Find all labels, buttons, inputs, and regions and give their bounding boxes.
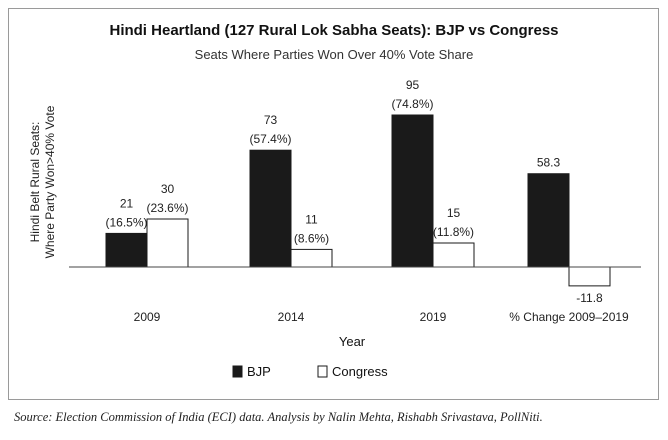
bjp-bar-2 bbox=[391, 114, 434, 268]
congress-legend-swatch bbox=[317, 365, 328, 378]
congress-value-label-0-0: 30 bbox=[161, 182, 175, 196]
x-tick-labels-group: 2009 2014 2019 % Change 2009–2019 bbox=[134, 310, 629, 324]
congress-bar-0 bbox=[146, 218, 189, 268]
bjp-value-label-2-0: 95 bbox=[406, 78, 420, 92]
bjp-value-label-1-0: 73 bbox=[264, 113, 278, 127]
x-tick-label-2: 2019 bbox=[420, 310, 447, 324]
bar-chart: Hindi Heartland (127 Rural Lok Sabha Sea… bbox=[28, 22, 641, 379]
x-tick-label-1: 2014 bbox=[278, 310, 305, 324]
bjp-bar-3 bbox=[527, 173, 570, 268]
congress-bar-2 bbox=[432, 242, 475, 268]
source-note: Source: Election Commission of India (EC… bbox=[14, 410, 543, 424]
congress-bar-3 bbox=[568, 266, 611, 287]
congress-value-label-1-1: (8.6%) bbox=[294, 231, 329, 245]
congress-bar-1 bbox=[290, 248, 333, 268]
x-tick-label-3: % Change 2009–2019 bbox=[509, 310, 629, 324]
chart-frame: Hindi Heartland (127 Rural Lok Sabha Sea… bbox=[8, 8, 659, 400]
bjp-legend-swatch bbox=[232, 365, 243, 378]
bjp-bar-1 bbox=[249, 149, 292, 268]
bjp-value-label-0-1: (16.5%) bbox=[105, 215, 147, 229]
bjp-value-label-1-1: (57.4%) bbox=[249, 132, 291, 146]
chart-title: Hindi Heartland (127 Rural Lok Sabha Sea… bbox=[109, 22, 558, 39]
congress-legend-label: Congress bbox=[332, 364, 388, 379]
x-tick-label-0: 2009 bbox=[134, 310, 161, 324]
chart-subtitle: Seats Where Parties Won Over 40% Vote Sh… bbox=[195, 47, 474, 62]
congress-value-label-1-0: 11 bbox=[305, 212, 318, 226]
value-labels-group: (16.5%) 21 (23.6%) 30 (57.4%) 73 (8.6%) 11 (74.8… bbox=[105, 78, 603, 305]
legend: BJP Congress bbox=[232, 364, 388, 379]
bjp-value-label-3-0: 58.3 bbox=[537, 156, 561, 170]
congress-value-label-2-1: (11.8%) bbox=[433, 225, 474, 239]
bjp-bar-0 bbox=[105, 232, 148, 268]
y-axis-label-line-1: Hindi Belt Rural Seats: bbox=[28, 122, 42, 243]
bjp-legend-label: BJP bbox=[247, 364, 271, 379]
bars-group bbox=[105, 114, 611, 287]
congress-value-label-0-1: (23.6%) bbox=[146, 201, 188, 215]
bjp-value-label-2-1: (74.8%) bbox=[391, 97, 433, 111]
congress-value-label-2-0: 15 bbox=[447, 206, 461, 220]
bjp-value-label-0-0: 21 bbox=[120, 196, 134, 210]
y-axis-label-line-2: Where Party Won>40% Vote bbox=[43, 105, 57, 258]
congress-value-label-3-0: -11.8 bbox=[576, 291, 603, 305]
x-axis-title: Year bbox=[339, 334, 366, 349]
